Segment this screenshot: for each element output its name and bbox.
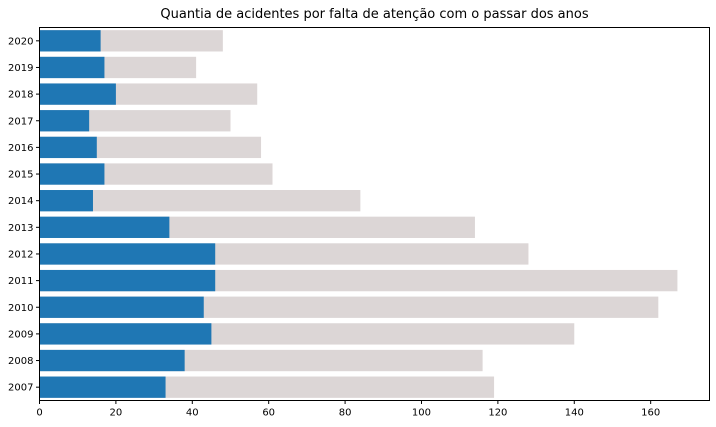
x-tick-label-0: 0 [36,408,42,419]
attention-bar-2019 [39,56,105,79]
x-tick-label-160: 160 [641,408,660,419]
x-tick-label-80: 80 [339,408,352,419]
attention-bar-2013 [39,216,170,238]
attention-bar-2011 [39,269,216,292]
attention-bar-2010 [39,296,204,318]
y-tick-label-2020: 2020 [8,36,33,47]
y-tick-label-2009: 2009 [8,329,33,340]
plot-frame [39,27,710,401]
attention-bar-2015 [39,163,105,185]
y-tick-label-2015: 2015 [8,170,33,181]
x-tick-label-120: 120 [488,408,507,419]
y-tick-label-2007: 2007 [8,383,33,394]
x-tick-label-40: 40 [186,408,199,419]
y-tick-label-2010: 2010 [8,303,33,314]
y-tick-label-2014: 2014 [8,196,33,207]
attention-bars [39,30,216,398]
attention-bar-2014 [39,190,93,212]
y-tick-label-2019: 2019 [8,63,33,74]
attention-bar-2018 [39,83,116,105]
y-tick-label-2008: 2008 [8,356,33,367]
y-axis: 2007 2008 2009 2010 2011 2012 2013 2014 2015 2016… [8,36,40,394]
attention-bar-2008 [39,349,185,372]
attention-bar-2012 [39,243,216,265]
y-tick-label-2012: 2012 [8,249,33,260]
attention-bar-2020 [39,30,101,52]
y-tick-label-2011: 2011 [8,276,33,287]
x-axis: 0 20 40 60 80 100 120 140 160 [36,400,660,419]
total-bar-2014 [39,190,361,212]
attention-bar-2016 [39,136,97,159]
y-tick-label-2018: 2018 [8,90,33,101]
y-tick-label-2017: 2017 [8,116,33,127]
y-tick-label-2013: 2013 [8,223,33,234]
y-tick-label-2016: 2016 [8,143,33,154]
x-tick-label-100: 100 [412,408,431,419]
attention-bar-2007 [39,376,166,398]
x-tick-label-140: 140 [565,408,584,419]
chart-title: Quantia de acidentes por falta de atençã… [160,7,588,22]
x-tick-label-20: 20 [110,408,123,419]
attention-bar-2009 [39,323,212,345]
attention-bar-2017 [39,110,90,132]
x-tick-label-60: 60 [262,408,275,419]
